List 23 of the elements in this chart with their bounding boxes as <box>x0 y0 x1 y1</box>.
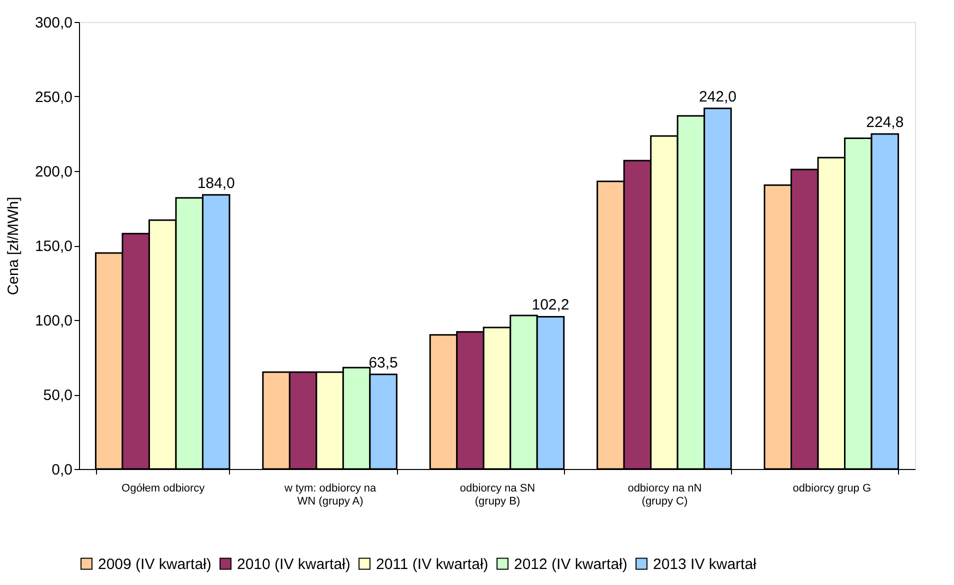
data-label: 224,8 <box>866 114 904 132</box>
x-tick-label: odbiorcy na nN (grupy C) <box>628 482 702 508</box>
x-tick-label: odbiorcy grup G <box>792 482 872 494</box>
data-label: 102,2 <box>532 296 570 314</box>
y-tick-label: 50,0 <box>43 387 72 404</box>
legend-label: 2010 (IV kwartał) <box>237 556 350 573</box>
data-label: 63,5 <box>368 354 398 372</box>
y-tick-label: 150,0 <box>34 238 72 255</box>
y-tick-label: 250,0 <box>34 89 72 106</box>
x-tick-label: Ogółem odbiorcy <box>122 482 206 494</box>
legend-label: 2013 IV kwartał <box>653 556 758 573</box>
data-label: 184,0 <box>197 174 235 192</box>
y-tick-label: 200,0 <box>34 164 72 180</box>
legend-label: 2009 (IV kwartał) <box>98 556 212 573</box>
legend-label: 2011 (IV kwartał) <box>376 556 488 573</box>
x-tick-label: odbiorcy na SN (grupy B) <box>460 482 536 508</box>
y-tick-label: 100,0 <box>34 312 72 330</box>
data-label: 242,0 <box>698 88 736 106</box>
y-tick-label: 300,0 <box>34 14 72 32</box>
y-tick-label: 0,0 <box>52 462 72 478</box>
x-tick-label: w tym: odbiorcy na WN (grupy A) <box>283 482 378 508</box>
legend-label: 2012 (IV kwartał) <box>514 556 628 573</box>
y-axis-title: Cena [zł/MWh] <box>4 196 22 296</box>
